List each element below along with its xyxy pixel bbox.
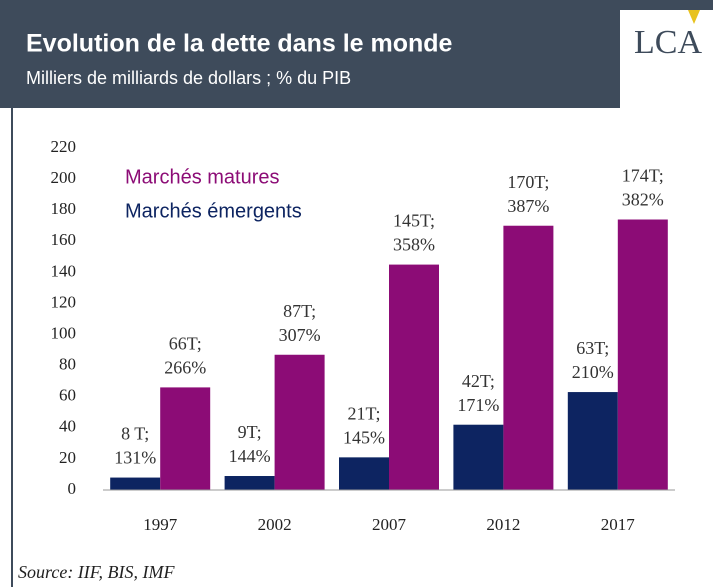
x-tick-label: 2017 (601, 515, 636, 534)
x-tick-label: 1997 (143, 515, 178, 534)
data-label: 42T; (462, 371, 495, 391)
legend-entry: Marchés émergents (125, 200, 302, 222)
bar (274, 354, 325, 490)
y-tick-label: 220 (51, 137, 77, 156)
bar (453, 424, 504, 490)
y-tick-label: 120 (51, 292, 77, 311)
data-label: 145% (343, 427, 385, 447)
y-tick-label: 0 (68, 479, 77, 498)
source: Source: IIF, BIS, IMF (18, 562, 175, 582)
data-label: 210% (572, 362, 614, 382)
chart-title: Evolution de la dette dans le monde (26, 30, 453, 58)
bar (110, 477, 161, 490)
y-tick-label: 20 (59, 448, 76, 467)
x-tick-label: 2007 (372, 515, 407, 534)
y-tick-label: 100 (51, 323, 77, 342)
data-label: 170T; (507, 172, 549, 192)
data-label: 8 T; (121, 424, 149, 444)
bar (567, 392, 618, 490)
y-tick-label: 80 (59, 355, 76, 374)
x-tick-label: 2012 (486, 515, 520, 534)
bar (503, 225, 554, 490)
logo: LCA (634, 24, 702, 61)
bar (339, 457, 389, 490)
data-label: 131% (114, 448, 156, 468)
data-label: 174T; (622, 166, 664, 186)
data-label: 387% (507, 196, 549, 216)
logo-box (620, 10, 713, 108)
header (0, 0, 713, 108)
y-tick-label: 160 (51, 230, 77, 249)
data-label: 144% (229, 446, 271, 466)
data-label: 145T; (393, 211, 435, 231)
data-label: 87T; (283, 301, 316, 321)
y-tick-label: 60 (59, 386, 76, 405)
chart-subtitle: Milliers de milliards de dollars ; % du … (26, 68, 351, 88)
y-tick-label: 200 (51, 168, 77, 187)
data-label: 21T; (347, 403, 380, 423)
data-label: 66T; (169, 334, 202, 354)
legend-entry: Marchés matures (125, 166, 280, 188)
y-tick-label: 40 (59, 417, 76, 436)
data-label: 171% (457, 395, 499, 415)
data-label: 358% (393, 235, 435, 255)
bar (160, 387, 211, 490)
data-label: 307% (279, 325, 321, 345)
bar (224, 476, 275, 490)
y-tick-label: 180 (51, 199, 77, 218)
x-tick-label: 2002 (258, 515, 292, 534)
logo-accent (688, 10, 700, 24)
bar (617, 219, 668, 490)
data-label: 63T; (576, 338, 609, 358)
data-label: 9T; (238, 422, 262, 442)
y-tick-label: 140 (51, 261, 77, 280)
data-label: 266% (164, 358, 206, 378)
data-label: 382% (622, 190, 664, 210)
bar (389, 264, 439, 490)
